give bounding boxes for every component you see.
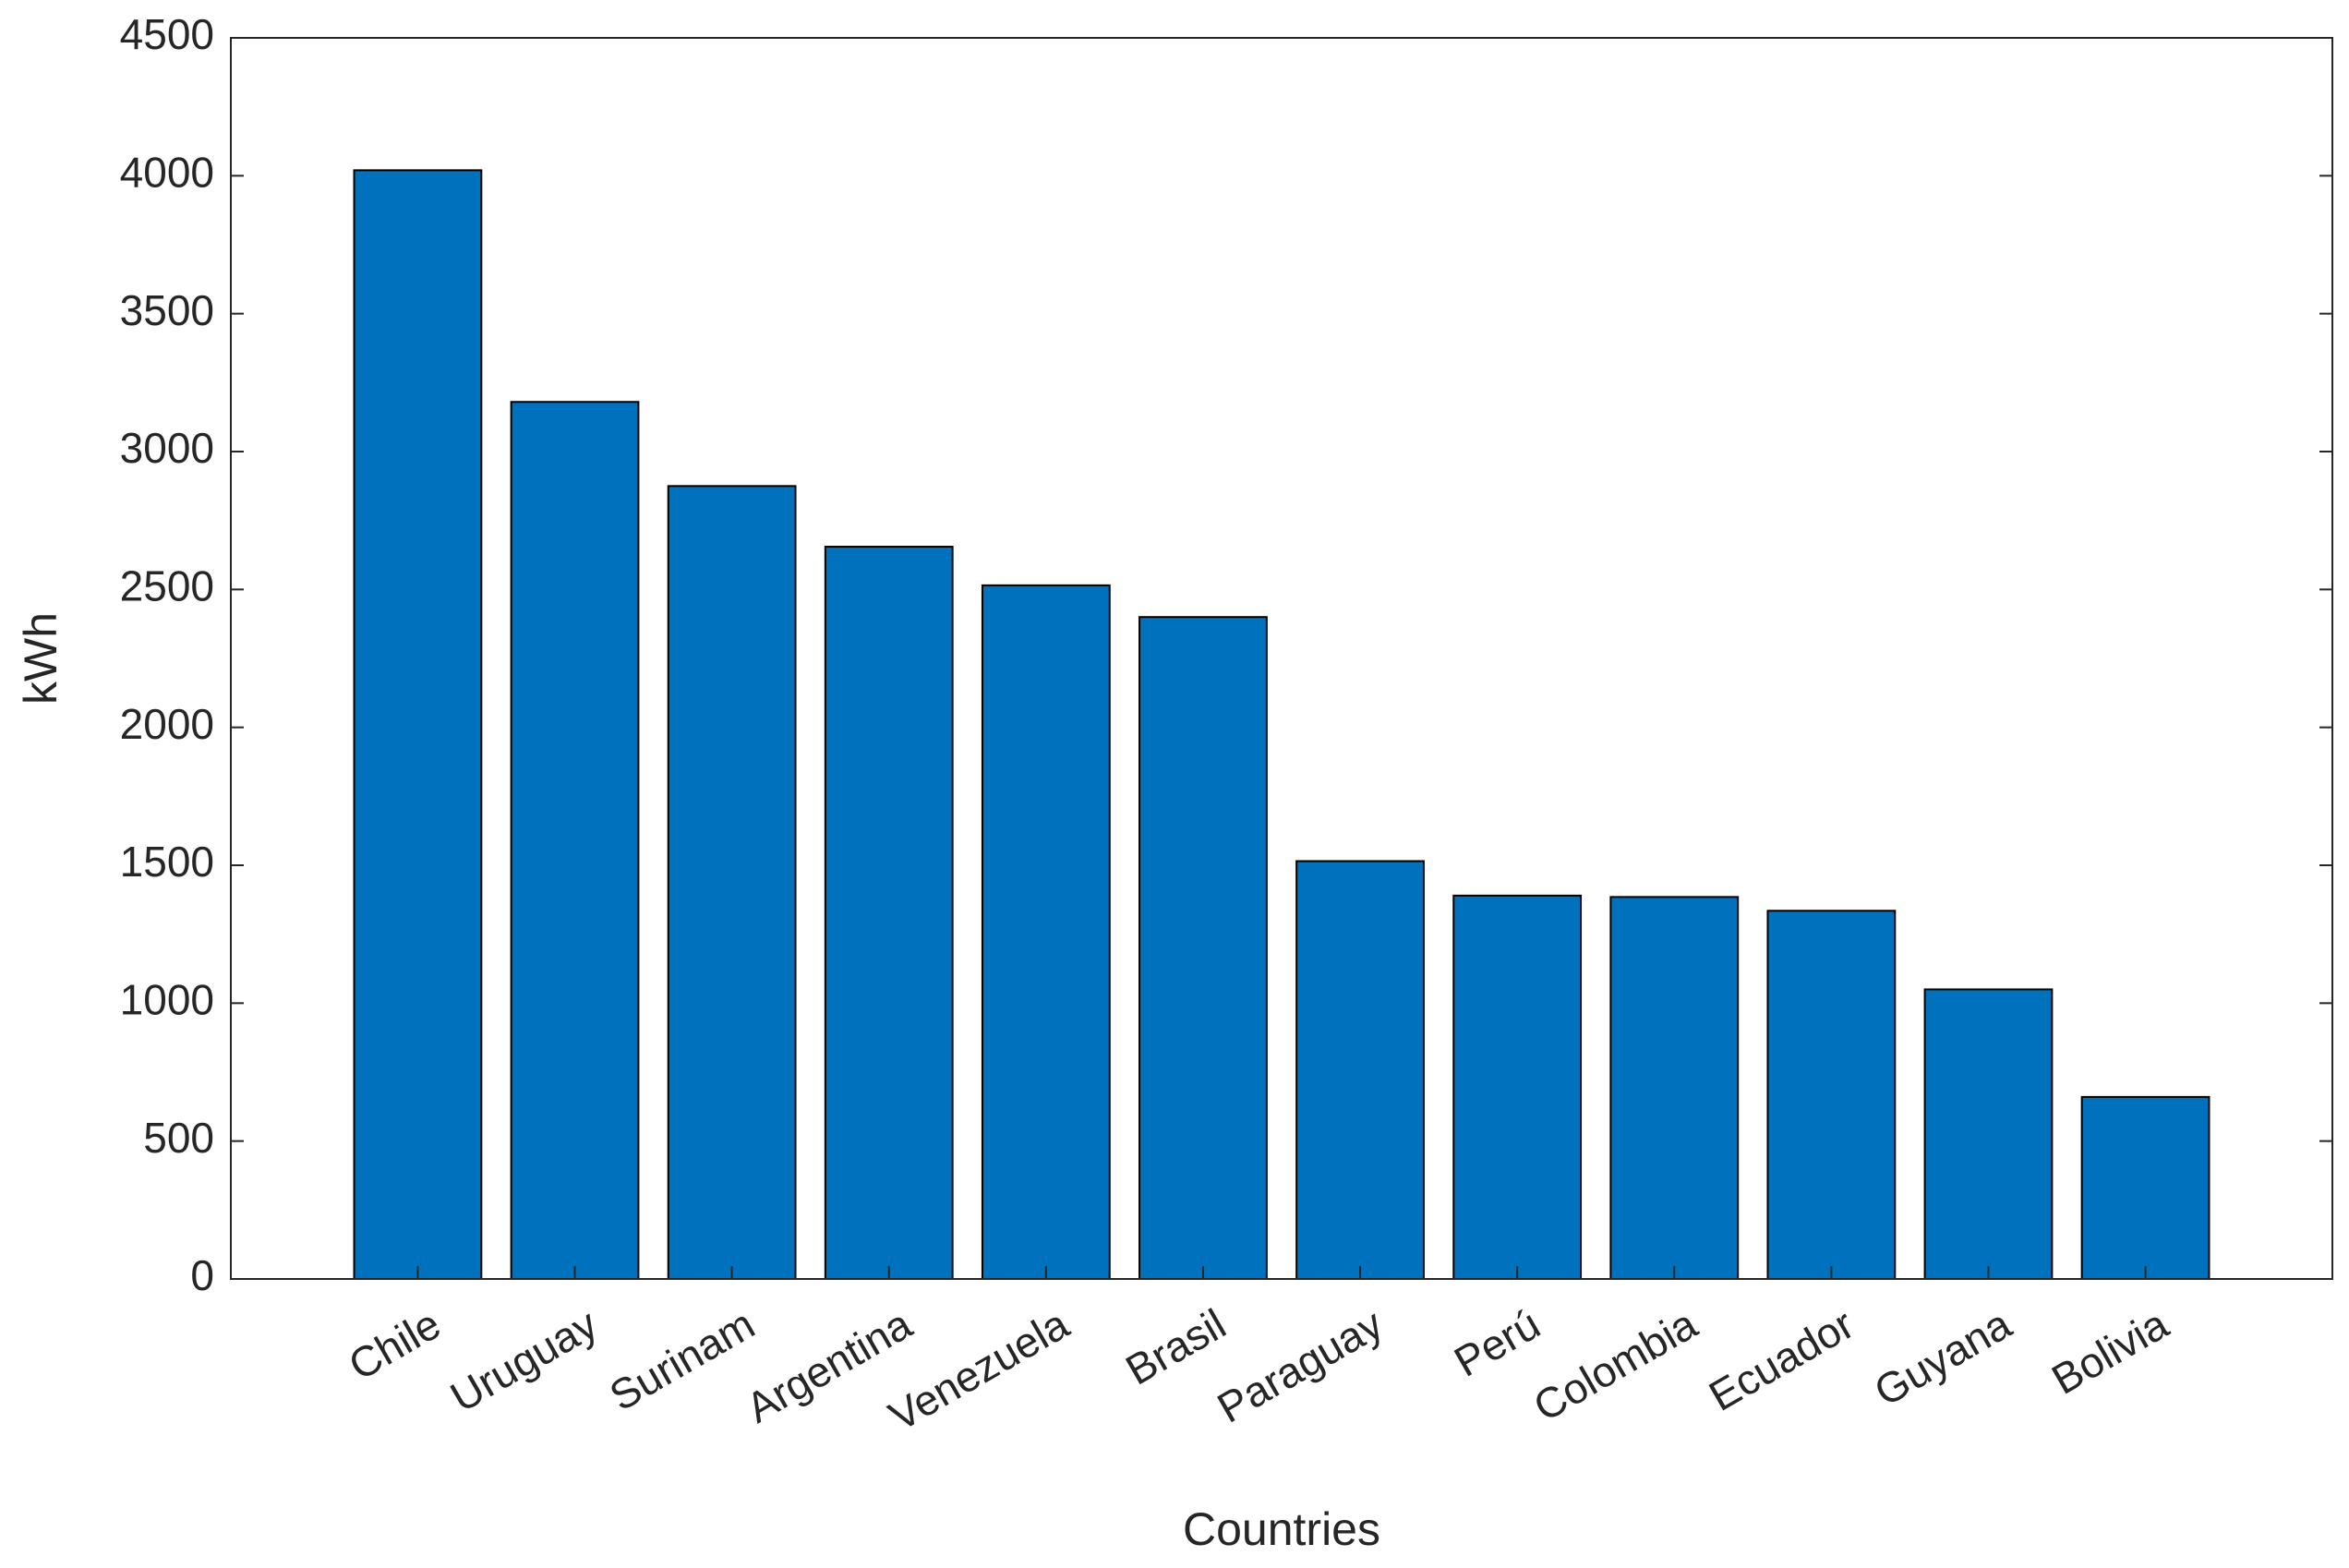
bar xyxy=(824,546,954,1280)
bar xyxy=(353,169,483,1281)
y-tick-label: 4000 xyxy=(120,148,214,196)
x-tick-label: Guyana xyxy=(1866,1299,2019,1416)
y-axis-label: kWh xyxy=(15,612,66,705)
y-tick-label: 1500 xyxy=(120,838,214,886)
x-tick-label: Perú xyxy=(1446,1299,1548,1386)
x-tick-label: Uruguay xyxy=(442,1299,606,1421)
bar xyxy=(1923,988,2054,1281)
y-tick-label: 4500 xyxy=(120,10,214,58)
bar xyxy=(1766,910,1897,1281)
x-tick-label: Brasil xyxy=(1117,1299,1234,1394)
bar xyxy=(667,485,797,1280)
bar xyxy=(1609,896,1740,1280)
x-tick-label: Ecuador xyxy=(1701,1299,1861,1420)
y-tick-label: 0 xyxy=(190,1251,214,1299)
bar xyxy=(981,584,1111,1280)
bar xyxy=(510,401,640,1280)
x-tick-label: Bolivia xyxy=(2043,1299,2176,1404)
x-axis-label: Countries xyxy=(1183,1503,1380,1555)
y-tick-label: 3500 xyxy=(120,286,214,334)
y-tick-label: 2000 xyxy=(120,700,214,748)
plot-frame xyxy=(230,37,2333,1280)
y-tick-label: 500 xyxy=(143,1114,214,1162)
bar xyxy=(1138,616,1268,1280)
x-tick-label: Colombia xyxy=(1525,1299,1705,1430)
x-tick-label: Surinam xyxy=(601,1299,762,1420)
bar xyxy=(2080,1095,2210,1280)
x-tick-label: Paraguay xyxy=(1210,1299,1391,1431)
x-tick-label: Venezuela xyxy=(881,1299,1077,1441)
y-tick-label: 2500 xyxy=(120,561,214,609)
bar xyxy=(1295,860,1425,1281)
y-tick-label: 3000 xyxy=(120,424,214,472)
bar xyxy=(1452,894,1583,1280)
y-tick-label: 1000 xyxy=(120,975,214,1023)
x-tick-label: Chile xyxy=(341,1299,449,1389)
